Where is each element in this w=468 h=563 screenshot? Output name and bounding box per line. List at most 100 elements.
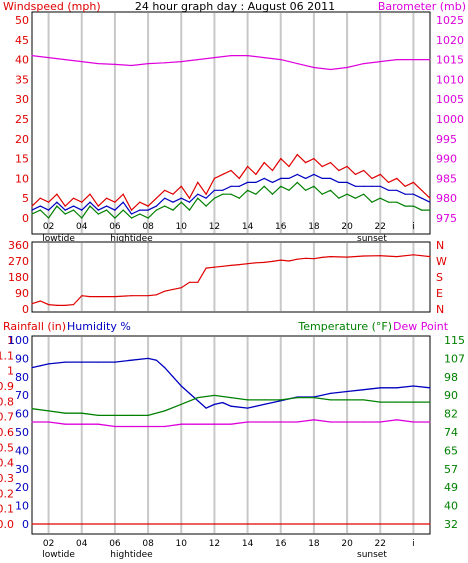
wind-series-gust_line-point bbox=[180, 197, 182, 199]
humidity-tick-label: 70 bbox=[15, 389, 29, 402]
wind-tick-label: 35 bbox=[15, 73, 29, 86]
wind-series-gust_line-point bbox=[147, 209, 149, 211]
wind-tick-label: 45 bbox=[15, 34, 29, 47]
x-tick-label: 06 bbox=[109, 539, 121, 549]
wind-series-baro-point bbox=[130, 64, 133, 67]
x-tick-label: 02 bbox=[43, 539, 54, 549]
wind-series-wind-point bbox=[396, 177, 398, 179]
x-tick-label: 12 bbox=[209, 539, 220, 549]
direction-series-point bbox=[396, 256, 398, 258]
humidity-panel-series-temperature-point bbox=[31, 408, 33, 410]
direction-tick-label: 270 bbox=[8, 255, 29, 268]
wind-series-wind-point bbox=[255, 173, 257, 175]
x-tick-label: 02 bbox=[43, 222, 54, 232]
x-tick-label: 22 bbox=[375, 539, 386, 549]
wind-series-green-point bbox=[371, 201, 373, 203]
direction-series-point bbox=[89, 296, 91, 298]
wind-tick-label: 10 bbox=[15, 172, 29, 185]
humidity-panel-series-humidity-point bbox=[172, 376, 174, 378]
wind-series-green-point bbox=[346, 193, 348, 195]
x-tick-label: 10 bbox=[176, 222, 188, 232]
wind-series-wind-point bbox=[72, 197, 75, 199]
chart-title: 24 hour graph day : August 06 2011 bbox=[135, 0, 335, 13]
compass-tick-label: W bbox=[436, 255, 447, 268]
wind-series-wind-point bbox=[130, 209, 133, 211]
humidity-panel-series-humidity-point bbox=[155, 359, 157, 361]
wind-series-wind-point bbox=[379, 173, 381, 175]
wind-series-baro-point bbox=[31, 55, 33, 57]
wind-series-green-point bbox=[39, 209, 41, 211]
humidity-panel-series-humidity-point bbox=[64, 361, 66, 363]
barometer-tick-label: 1025 bbox=[436, 14, 464, 27]
wind-series-green-point bbox=[230, 193, 232, 195]
wind-series-wind-point bbox=[197, 181, 199, 183]
humidity-panel-series-humidity-point bbox=[180, 385, 182, 387]
humidity-panel-series-dewpoint-point bbox=[329, 421, 332, 423]
direction-series-point bbox=[313, 258, 315, 260]
humidity-panel-series-dewpoint-point bbox=[247, 421, 249, 423]
direction-series-point bbox=[205, 267, 207, 269]
humidity-panel-series-dewpoint-point bbox=[114, 425, 116, 428]
wind-series-gust_line-point bbox=[188, 201, 191, 203]
event-label: sunset bbox=[357, 550, 387, 559]
wind-series-baro-point bbox=[363, 63, 365, 65]
wind-series-green-point bbox=[89, 205, 91, 207]
wind-series-green-point bbox=[238, 197, 240, 199]
wind-series-green-point bbox=[114, 217, 116, 219]
wind-series-gust_line-point bbox=[305, 177, 307, 179]
direction-series-point bbox=[321, 256, 323, 258]
wind-series-wind-point bbox=[56, 193, 58, 195]
direction-series-point bbox=[305, 257, 307, 259]
rainfall-tick-label: 1 bbox=[7, 365, 14, 378]
temperature-tick-label: 40 bbox=[444, 500, 458, 513]
x-tick-label: 04 bbox=[76, 539, 88, 549]
direction-series-point bbox=[130, 295, 133, 297]
wind-series-gust_line-point bbox=[296, 173, 298, 175]
wind-series-wind-point bbox=[313, 158, 315, 160]
x-tick-label: 22 bbox=[375, 222, 386, 232]
wind-series-green-point bbox=[180, 201, 182, 203]
wind-series-green-point bbox=[263, 185, 265, 187]
wind-series-green-point bbox=[255, 193, 257, 195]
humidity-panel-series-dewpoint-point bbox=[313, 419, 315, 421]
rainfall-tick-label: 1 bbox=[7, 334, 14, 347]
wind-series-baro-point bbox=[64, 59, 66, 61]
wind-series-baro-point bbox=[280, 59, 282, 61]
wind-series-gust_line-point bbox=[412, 193, 414, 195]
direction-series-point bbox=[296, 258, 298, 260]
x-tick-label: 12 bbox=[209, 222, 220, 232]
wind-series-wind-point bbox=[222, 173, 224, 175]
temperature-tick-label: 74 bbox=[444, 426, 458, 439]
wind-series-green-point bbox=[387, 201, 390, 203]
temperature-axis-title: Temperature (°F) bbox=[297, 320, 392, 333]
rainfall-tick-label: 0.7 bbox=[0, 411, 14, 424]
humidity-tick-label: 0 bbox=[22, 518, 29, 531]
wind-series-green-point bbox=[213, 197, 215, 199]
direction-series-point bbox=[421, 255, 423, 257]
direction-series-point bbox=[213, 266, 215, 268]
wind-series-green-point bbox=[247, 189, 249, 191]
barometer-tick-label: 1015 bbox=[436, 54, 464, 67]
humidity-panel-series-dewpoint-point bbox=[64, 423, 66, 425]
wind-series-green-point bbox=[321, 193, 323, 195]
direction-tick-label: 360 bbox=[8, 239, 29, 252]
wind-series-baro-point bbox=[296, 63, 298, 65]
wind-series-green-point bbox=[363, 193, 365, 195]
direction-tick-label: 0 bbox=[22, 303, 29, 316]
humidity-panel-frame bbox=[31, 335, 431, 535]
wind-series-baro-point bbox=[263, 57, 265, 59]
direction-series-point bbox=[280, 259, 282, 261]
humidity-panel-series-dewpoint-point bbox=[31, 421, 33, 423]
wind-series-gust_line-point bbox=[139, 209, 141, 211]
wind-series-gust_line-point bbox=[321, 177, 323, 179]
wind-series-wind-point bbox=[288, 165, 290, 168]
humidity-panel-series-dewpoint-point bbox=[230, 423, 232, 425]
barometer-tick-label: 1005 bbox=[436, 93, 464, 106]
x-tick-label: 20 bbox=[341, 539, 353, 549]
wind-series-green-point bbox=[338, 197, 340, 199]
wind-series-gust_line-point bbox=[255, 181, 257, 183]
wind-series-gust_line-point bbox=[429, 201, 431, 203]
wind-series-gust_line-point bbox=[387, 189, 390, 191]
wind-series-gust_line-point bbox=[81, 209, 83, 211]
wind-series-gust_line-point bbox=[72, 205, 75, 207]
